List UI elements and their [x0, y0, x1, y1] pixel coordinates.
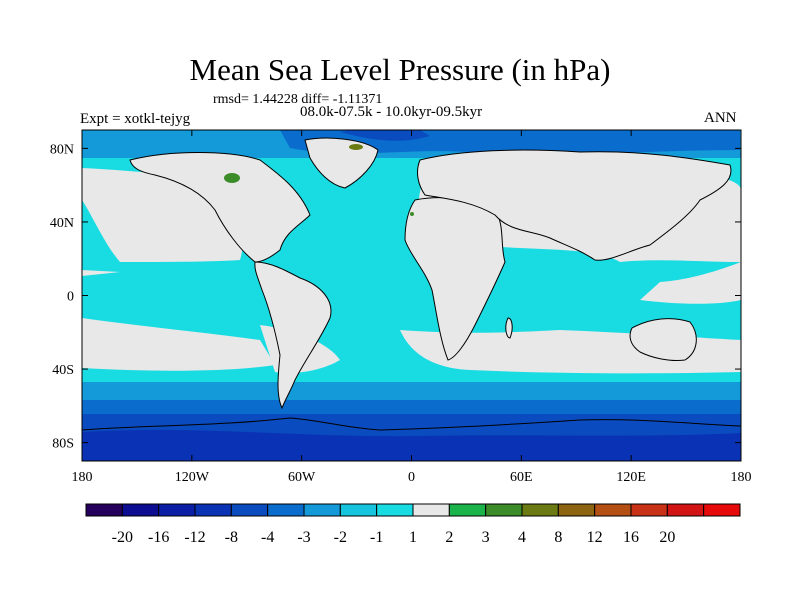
colorbar-swatch	[412, 503, 450, 517]
colorbar-label: 3	[482, 529, 490, 546]
lat-tick-label: 80N	[50, 142, 74, 157]
colorbar: -20 -16 -12 -8 -4 -3 -2 -1 1 2 3 4 8 12 16 20	[85, 503, 741, 546]
lon-tick-label: 180	[72, 470, 93, 485]
experiment-label: Expt = xotkl-tejyg	[80, 111, 191, 127]
colorbar-label: 2	[445, 529, 453, 546]
latitude-axis: 80N 40N 0 40S 80S	[50, 142, 741, 452]
colorbar-label: 20	[659, 529, 675, 546]
colorbar-swatch	[521, 503, 559, 517]
colorbar-swatch	[557, 503, 596, 517]
colorbar-swatch	[121, 503, 160, 517]
colorbar-label: -20	[112, 529, 133, 546]
colorbar-label: 1	[409, 529, 417, 546]
lat-tick-label: 80S	[52, 437, 74, 452]
lat-tick-label: 40N	[50, 216, 74, 231]
colorbar-swatch	[194, 503, 232, 517]
lon-tick-label: 120E	[616, 470, 646, 485]
colorbar-swatch	[267, 503, 305, 517]
lon-tick-label: 60E	[510, 470, 533, 485]
colorbar-swatch	[666, 503, 705, 517]
colorbar-swatch	[448, 503, 487, 517]
colorbar-swatch	[85, 503, 123, 517]
lat-tick-label: 40S	[52, 363, 74, 378]
colorbar-label: -8	[225, 529, 238, 546]
colorbar-label: 8	[554, 529, 562, 546]
colorbar-label: 4	[518, 529, 526, 546]
period-line: 08.0k-07.5k - 10.0kyr-09.5kyr	[300, 104, 483, 120]
season-label: ANN	[704, 110, 737, 126]
colorbar-label: 16	[623, 529, 639, 546]
colorbar-swatch	[630, 503, 668, 517]
longitude-axis: 180 120W 60W 0 60E 120E 180	[72, 130, 752, 485]
colorbar-label: 12	[587, 529, 603, 546]
lon-tick-label: 120W	[175, 470, 210, 485]
lon-tick-label: 60W	[288, 470, 316, 485]
colorbar-label: -3	[297, 529, 310, 546]
map-field	[82, 130, 741, 461]
colorbar-label: -1	[370, 529, 383, 546]
colorbar-swatch	[594, 503, 632, 517]
colorbar-swatch	[339, 503, 378, 517]
lon-tick-label: 180	[731, 470, 752, 485]
colorbar-swatch	[376, 503, 414, 517]
colorbar-label: -2	[334, 529, 347, 546]
map-title: Mean Sea Level Pressure (in hPa)	[189, 52, 611, 87]
colorbar-label: -16	[148, 529, 169, 546]
stats-line: rmsd= 1.44228 diff= -1.11371	[213, 92, 383, 107]
colorbar-swatch	[158, 503, 196, 517]
colorbar-label: -4	[261, 529, 274, 546]
colorbar-swatch	[485, 503, 523, 517]
lon-tick-label: 0	[408, 470, 415, 485]
colorbar-label: -12	[184, 529, 205, 546]
colorbar-swatch	[703, 503, 741, 517]
colorbar-swatch	[230, 503, 269, 517]
lat-tick-label: 0	[67, 290, 74, 305]
colorbar-swatch	[303, 503, 341, 517]
